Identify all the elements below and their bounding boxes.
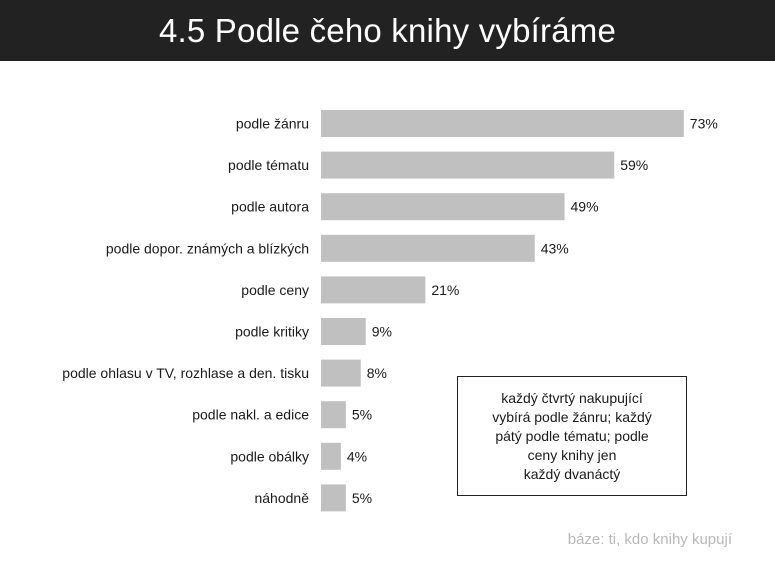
value-label: 5% [352, 407, 372, 423]
value-label: 49% [571, 199, 599, 215]
value-label: 21% [431, 282, 459, 298]
note-line: pátý podle tématu; podle [495, 427, 649, 444]
bar [321, 484, 346, 512]
value-label: 73% [690, 116, 718, 132]
category-label: podle ohlasu v TV, rozhlase a den. tisku [62, 365, 309, 381]
value-label: 5% [352, 490, 372, 506]
bar [321, 193, 565, 221]
category-label: podle obálky [230, 448, 309, 464]
base-note: báze: ti, kdo knihy kupují [567, 531, 732, 548]
note-box: každý čtvrtý nakupující vybírá podle žán… [457, 376, 687, 496]
bar [321, 318, 366, 345]
title-bar: 4.5 Podle čeho knihy vybíráme [0, 0, 775, 61]
page-title: 4.5 Podle čeho knihy vybíráme [158, 11, 617, 49]
category-label: podle ceny [241, 282, 309, 298]
value-label: 43% [541, 240, 569, 256]
bar [321, 442, 341, 470]
bar [321, 234, 535, 262]
value-label: 8% [367, 365, 387, 381]
note-line: vybírá podle žánru; každý [492, 408, 652, 425]
bar [321, 151, 615, 179]
bar [321, 110, 684, 137]
note-line: každý čtvrtý nakupující [501, 389, 643, 406]
category-label: podle žánru [236, 116, 309, 132]
bar [321, 276, 426, 304]
value-label: 59% [620, 157, 648, 173]
category-label: podle kritiky [235, 324, 309, 340]
category-label: podle tématu [228, 157, 309, 173]
category-label: podle nakl. a edice [192, 407, 309, 423]
category-label: podle autora [231, 199, 309, 215]
value-label: 9% [372, 324, 392, 340]
note-line: ceny knihy jen [527, 446, 617, 463]
category-label: náhodně [254, 490, 309, 506]
note-line: každý dvanáctý [523, 465, 621, 482]
bar [321, 359, 361, 387]
value-label: 4% [347, 448, 367, 464]
bar [321, 401, 346, 429]
category-label: podle dopor. známých a blízkých [106, 240, 309, 256]
